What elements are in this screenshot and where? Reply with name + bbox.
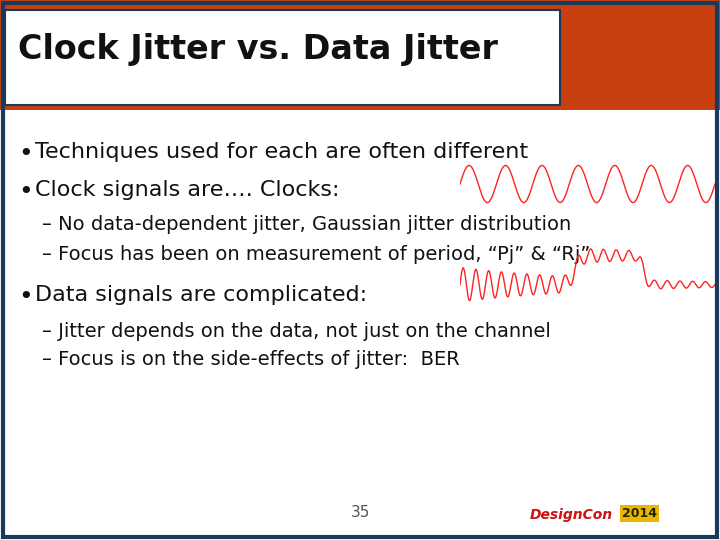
Bar — [5, 10, 560, 105]
Text: Clock Jitter vs. Data Jitter: Clock Jitter vs. Data Jitter — [18, 33, 498, 66]
Text: – Focus is on the side-effects of jitter:  BER: – Focus is on the side-effects of jitter… — [42, 350, 460, 369]
Text: Data signals are complicated:: Data signals are complicated: — [35, 285, 367, 305]
Text: Clock signals are…. Clocks:: Clock signals are…. Clocks: — [35, 180, 340, 200]
Text: •: • — [18, 285, 32, 309]
Text: DesignCon: DesignCon — [530, 508, 613, 522]
Text: 35: 35 — [351, 505, 369, 520]
Text: •: • — [18, 180, 32, 204]
Text: Techniques used for each are often different: Techniques used for each are often diffe… — [35, 142, 528, 162]
Text: – No data-dependent jitter, Gaussian jitter distribution: – No data-dependent jitter, Gaussian jit… — [42, 215, 571, 234]
Text: •: • — [18, 142, 32, 166]
Text: 2014: 2014 — [622, 507, 657, 520]
Text: – Focus has been on measurement of period, “Pj” & “Rj”: – Focus has been on measurement of perio… — [42, 245, 590, 264]
Bar — [0, 0, 720, 110]
Text: – Jitter depends on the data, not just on the channel: – Jitter depends on the data, not just o… — [42, 322, 551, 341]
